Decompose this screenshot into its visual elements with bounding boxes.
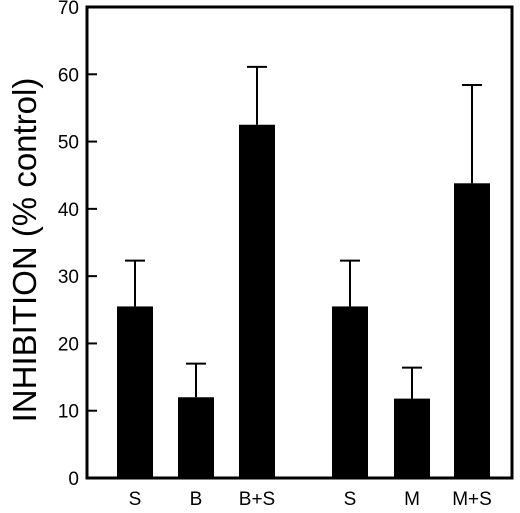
y-tick-label: 30 [58, 267, 79, 288]
x-category-label: B+S [239, 489, 275, 510]
bar [394, 398, 430, 478]
y-axis: 0 10 20 30 40 50 60 70 [58, 0, 97, 490]
bar [239, 124, 275, 478]
error-bars [125, 65, 482, 399]
x-category-label: S [344, 489, 357, 510]
y-tick-label: 10 [58, 402, 79, 423]
bar [454, 183, 490, 478]
y-tick-label: 20 [58, 334, 79, 355]
y-tick-label: 40 [58, 200, 79, 221]
plot-frame [85, 5, 514, 480]
x-category-label: S [129, 489, 142, 510]
bars [117, 124, 490, 478]
y-tick-label: 0 [68, 469, 79, 490]
bar [117, 306, 153, 478]
x-category-label: B [190, 489, 203, 510]
y-axis-title: INHIBITION (% control) [6, 78, 43, 423]
bar [332, 306, 368, 478]
y-tick-label: 60 [58, 65, 79, 86]
x-category-label: M+S [452, 489, 492, 510]
x-axis: S B B+S S M M+S [129, 489, 492, 510]
bar [178, 397, 214, 478]
x-category-label: M [404, 489, 420, 510]
y-tick-label: 70 [58, 0, 79, 19]
y-tick-label: 50 [58, 133, 79, 154]
